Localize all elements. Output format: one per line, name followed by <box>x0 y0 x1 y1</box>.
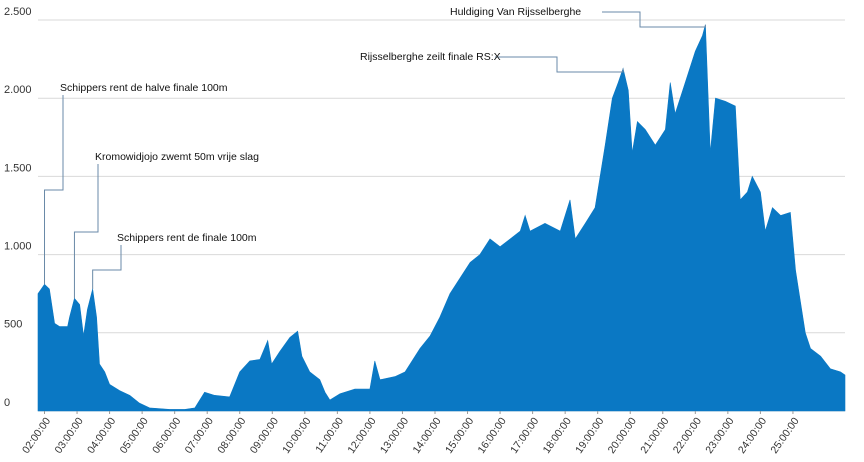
x-tick-label: 04:00:00 <box>85 415 118 455</box>
x-tick-label: 21:00:00 <box>638 415 671 455</box>
x-tick-label: 05:00:00 <box>118 415 151 455</box>
annotation-leader <box>73 164 99 299</box>
x-tick-label: 03:00:00 <box>53 415 86 455</box>
x-tick-label: 11:00:00 <box>313 415 346 455</box>
x-tick-label: 02:00:00 <box>20 415 53 455</box>
annotation: Kromowidjojo zwemt 50m vrije slag <box>95 151 259 163</box>
x-tick-label: 06:00:00 <box>150 415 183 455</box>
x-tick-label: 23:00:00 <box>703 415 736 455</box>
x-tick-label: 25:00:00 <box>768 415 801 455</box>
annotation-leader <box>92 245 122 290</box>
x-tick-label: 18:00:00 <box>541 415 574 455</box>
y-tick-label: 2.500 <box>4 6 32 18</box>
x-tick-label: 13:00:00 <box>378 415 411 455</box>
x-tick-label: 07:00:00 <box>183 415 216 455</box>
y-tick-label: 1.500 <box>4 162 32 174</box>
x-tick-label: 19:00:00 <box>573 415 606 455</box>
annotation: Schippers rent de finale 100m <box>117 232 257 244</box>
annotation-leader <box>44 95 64 285</box>
x-tick-label: 08:00:00 <box>215 415 248 455</box>
x-tick-label: 14:00:00 <box>410 415 443 455</box>
x-tick-label: 12:00:00 <box>345 415 378 455</box>
annotation: Huldiging Van Rijsselberghe <box>450 6 581 18</box>
x-tick-label: 20:00:00 <box>606 415 639 455</box>
y-tick-label: 1.000 <box>4 241 32 253</box>
x-tick-label: 09:00:00 <box>248 415 281 455</box>
x-tick-label: 17:00:00 <box>508 415 541 455</box>
y-tick-label: 500 <box>4 319 22 331</box>
y-tick-label: 0 <box>4 397 10 409</box>
area <box>37 24 846 412</box>
annotation: Schippers rent de halve finale 100m <box>60 82 228 94</box>
x-tick-label: 15:00:00 <box>443 415 476 455</box>
x-tick-label: 24:00:00 <box>736 415 769 455</box>
annotation: Rijsselberghe zeilt finale RS:X <box>360 51 501 63</box>
annotation-leader <box>495 56 624 73</box>
annotation-leader <box>602 11 706 28</box>
x-tick-label: 16:00:00 <box>476 415 509 455</box>
x-tick-label: 10:00:00 <box>280 415 313 455</box>
y-tick-label: 2.000 <box>4 84 32 96</box>
x-tick-label: 22:00:00 <box>671 415 704 455</box>
